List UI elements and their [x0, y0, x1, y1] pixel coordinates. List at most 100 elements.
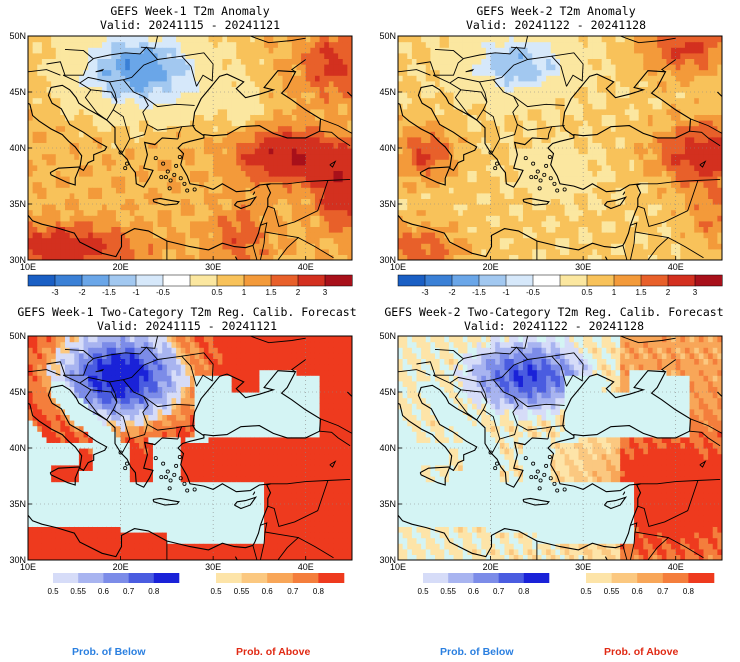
colorbar-swatch	[135, 274, 164, 287]
colorbar-label: 0.5	[581, 288, 593, 297]
colorbar-label: 0.8	[313, 587, 325, 596]
colorbar-label: 1	[242, 288, 247, 297]
panel4-title-text: GEFS Week-2 Two-Category T2m Reg. Calib.…	[384, 305, 724, 319]
colorbar-swatch	[243, 274, 272, 287]
colorbar-swatch	[189, 274, 218, 287]
lat-tick-label: 45N	[379, 387, 396, 397]
colorbar-swatch	[473, 573, 499, 583]
colorbar-label: -0.5	[526, 288, 540, 297]
colorbar-swatch	[637, 573, 664, 583]
lon-tick-label: 30E	[575, 562, 591, 572]
map-field	[398, 336, 722, 560]
colorbar-swatch	[108, 274, 137, 287]
colorbar-label: 0.55	[440, 587, 456, 596]
colorbar-swatch	[162, 274, 191, 287]
lon-tick-label: 40E	[668, 262, 684, 272]
colorbar-swatch	[397, 274, 426, 287]
lat-tick-label: 40N	[9, 443, 26, 453]
lat-tick-label: 45N	[9, 387, 26, 397]
colorbar-swatch	[267, 573, 294, 583]
above-colorbar: 0.5 0.55 0.6 0.7 0.8	[210, 573, 345, 596]
colorbar-swatch	[694, 274, 723, 287]
map-field	[398, 36, 722, 260]
colorbar-swatch	[423, 573, 449, 583]
colorbar-label: 3	[693, 288, 698, 297]
colorbar-label: -3	[51, 288, 59, 297]
colorbar-swatch	[103, 573, 129, 583]
lat-tick-label: 35N	[9, 499, 26, 509]
lat-tick-label: 45N	[379, 87, 396, 97]
lat-tick-label: 50N	[9, 31, 26, 41]
colorbar-label: 0.7	[123, 587, 135, 596]
colorbar-swatch	[559, 274, 588, 287]
colorbar-label: -2	[78, 288, 86, 297]
colorbar-label: 0.5	[47, 587, 59, 596]
colorbar-label: 1	[612, 288, 617, 297]
colorbar-swatch	[424, 274, 453, 287]
colorbar-swatch	[613, 274, 642, 287]
colorbar-swatch	[318, 573, 345, 583]
lon-tick-label: 20E	[113, 562, 129, 572]
colorbar-swatch	[662, 573, 689, 583]
lat-tick-label: 30N	[379, 555, 396, 565]
colorbar-label: 0.6	[632, 587, 644, 596]
colorbar-swatch	[688, 573, 715, 583]
colorbar-swatch	[292, 573, 319, 583]
colorbar-swatch	[640, 274, 669, 287]
colorbar-label: 0.5	[417, 587, 429, 596]
probability-map-week1: 50N 45N 40N 35N 30N 10E 20E 30E 40E 0.5 0.55 0.6 0.7…	[0, 300, 370, 600]
colorbar-swatch	[498, 573, 525, 583]
colorbar-label: 0.6	[468, 587, 480, 596]
lat-tick-label: 50N	[379, 331, 396, 341]
colorbar-swatch	[270, 274, 299, 287]
colorbar-label: 1.5	[265, 288, 277, 297]
lat-tick-label: 30N	[9, 255, 26, 265]
panel3-title-text: GEFS Week-1 Two-Category T2m Reg. Calib.…	[17, 305, 357, 319]
anomaly-colorbar: -3 -2 -1.5 -1 -0.5 0.5 1 1.5 2 3	[397, 274, 723, 297]
colorbar-swatch	[54, 274, 83, 287]
colorbar-label: 0.6	[98, 587, 110, 596]
colorbar-label: 2	[296, 288, 301, 297]
colorbar-label: 0.7	[657, 587, 669, 596]
colorbar-label: 0.7	[493, 587, 505, 596]
colorbar-swatch	[128, 573, 155, 583]
colorbar-label: 0.5	[210, 587, 222, 596]
colorbar-label: 1.5	[635, 288, 647, 297]
lon-tick-label: 30E	[575, 262, 591, 272]
colorbar-swatch	[53, 573, 79, 583]
colorbar-label: -0.5	[156, 288, 170, 297]
lat-tick-label: 35N	[379, 499, 396, 509]
colorbar-label: 0.55	[604, 587, 620, 596]
probability-map-week2: 50N 45N 40N 35N 30N 10E 20E 30E 40E 0.5 0.55 0.6 0.7…	[370, 300, 740, 600]
colorbar-swatch	[153, 573, 180, 583]
panel2-title-text: GEFS Week-2 T2m Anomaly	[476, 4, 636, 18]
lat-tick-label: 50N	[9, 331, 26, 341]
colorbar-swatch	[451, 274, 480, 287]
colorbar-swatch	[216, 274, 245, 287]
colorbar-swatch	[586, 573, 612, 583]
colorbar-swatch	[532, 274, 561, 287]
lat-tick-label: 30N	[379, 255, 396, 265]
lon-tick-label: 10E	[20, 562, 36, 572]
colorbar-label: 0.8	[518, 587, 530, 596]
lon-tick-label: 40E	[298, 262, 314, 272]
panel3-title: GEFS Week-1 Two-Category T2m Reg. Calib.…	[2, 305, 372, 333]
colorbar-swatch	[611, 573, 638, 583]
lon-tick-label: 10E	[390, 262, 406, 272]
prob-above-text-left: Prob. of Above	[236, 646, 311, 658]
above-colorbar: 0.5 0.55 0.6 0.7 0.8	[580, 573, 715, 596]
colorbar-swatch	[27, 274, 56, 287]
prob-above-label-left: Prob. of Above	[236, 646, 310, 658]
anomaly-map-week1: 50N 45N 40N 35N 30N 10E 20E 30E 40E -3 -2 -1.5 -1 -0.…	[0, 0, 370, 300]
lat-tick-label: 35N	[9, 199, 26, 209]
map-field	[28, 336, 352, 560]
panel1-valid-text: Valid: 20241115 - 20241121	[99, 18, 280, 32]
anomaly-colorbar: -3 -2 -1.5 -1 -0.5 0.5 1 1.5 2 3	[27, 274, 353, 297]
colorbar-label: 0.8	[148, 587, 160, 596]
colorbar-label: 2	[666, 288, 671, 297]
lat-tick-label: 40N	[9, 143, 26, 153]
colorbar-label: -3	[421, 288, 429, 297]
lat-tick-label: 40N	[379, 443, 396, 453]
